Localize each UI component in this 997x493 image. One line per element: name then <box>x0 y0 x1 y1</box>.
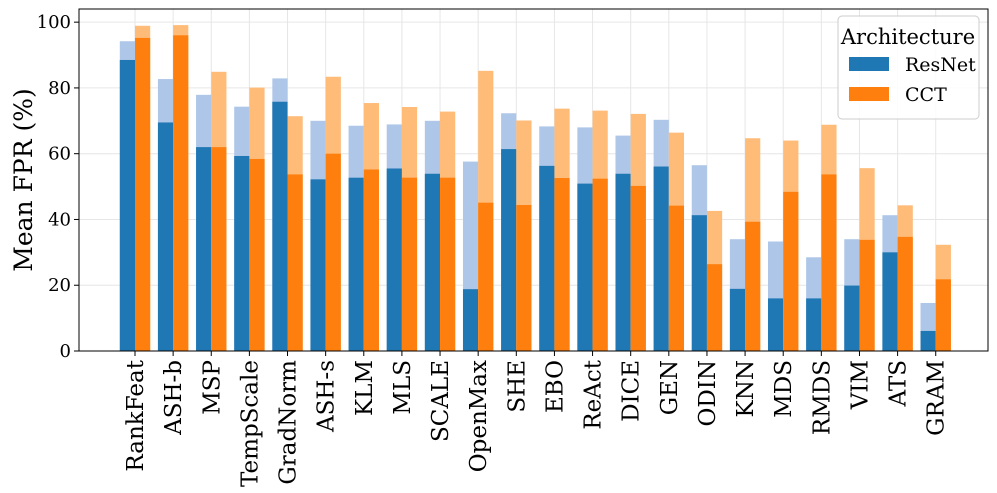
x-tick-label: VIM <box>847 360 873 410</box>
x-tick-label: GEN <box>657 360 683 415</box>
bar-resnet <box>729 288 746 351</box>
x-tick-label: DICE <box>619 360 645 422</box>
y-axis-title: Mean FPR (%) <box>9 88 38 272</box>
x-tick-label: ASH-b <box>161 360 187 436</box>
bar-resnet <box>424 173 441 351</box>
bar-cct <box>783 191 799 351</box>
bar-resnet <box>768 298 784 351</box>
bar-resnet <box>920 330 936 351</box>
bar-cct <box>745 221 761 351</box>
x-tick-label: ATS <box>886 360 912 407</box>
x-tick-label: RMDS <box>809 360 835 435</box>
bar-cct <box>363 169 379 351</box>
y-tick-label: 20 <box>48 275 71 296</box>
x-tick-label: KNN <box>733 360 759 417</box>
legend-label-resnet: ResNet <box>905 54 976 76</box>
x-tick-label: RankFeat <box>123 359 149 471</box>
x-tick-label: ASH-s <box>314 360 340 433</box>
x-tick-label: MLS <box>390 360 416 415</box>
bar-cct <box>249 158 265 351</box>
bar-resnet <box>348 177 364 351</box>
bar-cct <box>325 153 341 351</box>
series-resnet <box>119 41 936 352</box>
series-cct <box>135 25 951 352</box>
x-tick-label: MSP <box>199 360 225 415</box>
x-tick-label: GRAM <box>924 360 950 436</box>
y-tick-label: 60 <box>48 144 71 165</box>
bar-cct <box>173 35 189 352</box>
bar-cct <box>211 147 227 351</box>
y-tick-label: 40 <box>48 209 71 230</box>
bar-resnet <box>615 173 631 351</box>
bar-resnet <box>844 285 860 351</box>
legend-swatch-cct <box>849 87 889 101</box>
bar-cct <box>668 205 685 351</box>
x-axis: RankFeat ASH-b MSP TempScale GradNorm ASH-s KL… <box>123 351 950 487</box>
bars <box>119 25 951 352</box>
x-tick-label: SHE <box>504 360 530 413</box>
bar-resnet <box>691 215 707 351</box>
x-tick-label: SCALE <box>428 360 454 442</box>
axes-frame <box>78 8 989 352</box>
bar-cct <box>135 37 151 351</box>
x-tick-label: EBO <box>542 360 568 413</box>
x-tick-label: ReAct <box>581 359 607 429</box>
bar-resnet <box>234 155 250 351</box>
bar-cct <box>935 279 951 351</box>
bar-resnet <box>882 252 898 351</box>
bar-resnet <box>157 122 174 351</box>
bar-cct <box>401 177 418 351</box>
bar-resnet <box>501 149 517 351</box>
bar-resnet <box>577 183 593 351</box>
bar-resnet <box>806 298 822 351</box>
bar-resnet <box>310 179 326 351</box>
legend-swatch-resnet <box>849 57 889 71</box>
bar-cct <box>554 178 570 351</box>
legend-label-cct: CCT <box>905 84 947 106</box>
y-tick-label: 100 <box>37 12 71 33</box>
bar-resnet <box>539 165 555 351</box>
legend: Architecture ResNet CCT <box>837 15 980 120</box>
y-axis: 0 20 40 60 80 100 <box>37 12 79 362</box>
bar-cct <box>287 174 303 351</box>
bar-cct <box>859 239 875 351</box>
bar-cct <box>592 178 608 351</box>
bar-cct <box>630 185 646 351</box>
x-tick-label: OpenMax <box>466 360 492 472</box>
bar-resnet <box>272 101 288 351</box>
bar-resnet <box>462 289 479 351</box>
x-tick-label: GradNorm <box>276 360 302 485</box>
bar-resnet <box>653 166 669 351</box>
bar-resnet <box>386 168 402 351</box>
bar-cct <box>706 264 723 351</box>
y-tick-label: 80 <box>48 78 71 99</box>
bar-resnet <box>119 59 135 351</box>
bar-resnet <box>196 147 212 351</box>
bar-cct <box>516 204 532 351</box>
bar-cct <box>897 236 913 351</box>
legend-title: Architecture <box>840 25 975 49</box>
bar-cct <box>440 177 456 351</box>
bar-cct <box>821 174 837 351</box>
y-tick-label: 0 <box>60 341 71 362</box>
x-tick-label: ODIN <box>695 360 721 427</box>
x-tick-label: TempScale <box>237 360 263 487</box>
x-tick-label: KLM <box>352 360 378 416</box>
bar-cct <box>478 202 494 351</box>
x-tick-label: MDS <box>771 360 797 418</box>
